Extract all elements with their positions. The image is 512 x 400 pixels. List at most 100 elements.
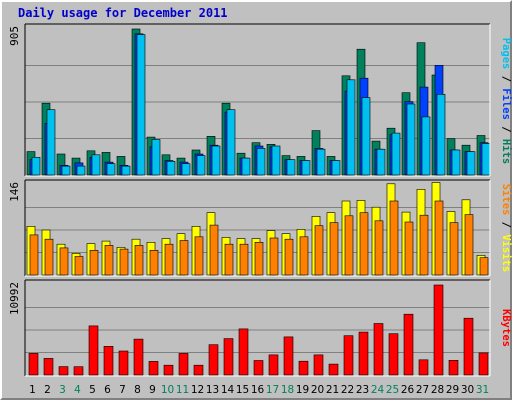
bar-pages-day-4 bbox=[76, 165, 86, 176]
bar-sites-day-10 bbox=[164, 243, 174, 276]
bar-kbytes-day-29 bbox=[448, 359, 459, 376]
x-tick-label-day-10: 10 bbox=[161, 384, 174, 396]
bar-pages-day-27 bbox=[421, 116, 431, 176]
bar-kbytes-day-10 bbox=[163, 364, 174, 376]
bar-pages-day-23 bbox=[361, 97, 371, 176]
x-tick-label-day-28: 28 bbox=[431, 384, 444, 396]
legend-entry: / bbox=[500, 215, 512, 234]
bar-sites-day-31 bbox=[479, 257, 489, 276]
bar-sites-day-5 bbox=[89, 250, 99, 276]
x-tick-label-day-8: 8 bbox=[134, 384, 141, 396]
bar-sites-day-15 bbox=[239, 243, 249, 276]
bar-sites-day-6 bbox=[104, 245, 114, 276]
x-tick-label-day-5: 5 bbox=[89, 384, 96, 396]
bar-pages-day-5 bbox=[91, 154, 101, 176]
bar-kbytes-day-26 bbox=[403, 313, 414, 376]
bar-kbytes-day-28 bbox=[433, 284, 444, 376]
x-tick-label-day-2: 2 bbox=[44, 384, 51, 396]
bar-pages-day-30 bbox=[466, 151, 476, 176]
bar-sites-day-26 bbox=[404, 221, 414, 276]
bar-sites-day-21 bbox=[329, 222, 339, 276]
x-tick-label-day-4: 4 bbox=[74, 384, 81, 396]
bar-sites-day-24 bbox=[374, 220, 384, 276]
bar-pages-day-16 bbox=[256, 148, 266, 176]
bar-sites-day-28 bbox=[434, 200, 444, 276]
bar-kbytes-day-23 bbox=[358, 331, 369, 376]
panel-top-max-label: 905 bbox=[8, 26, 21, 46]
bar-kbytes-day-5 bbox=[88, 325, 99, 376]
bar-kbytes-day-27 bbox=[418, 359, 429, 376]
x-tick-label-day-17: 17 bbox=[266, 384, 279, 396]
x-tick-label-day-18: 18 bbox=[281, 384, 294, 396]
x-tick-label-day-9: 9 bbox=[149, 384, 156, 396]
bar-sites-day-19 bbox=[299, 236, 309, 276]
legend-entry: KBytes bbox=[500, 309, 512, 347]
panel-middle-legend: Sites / Visits bbox=[500, 184, 512, 273]
x-tick-label-day-11: 11 bbox=[176, 384, 189, 396]
bar-pages-day-24 bbox=[376, 148, 386, 176]
bar-kbytes-day-7 bbox=[118, 350, 129, 376]
legend-entry: Sites bbox=[500, 184, 512, 216]
x-tick-label-day-13: 13 bbox=[206, 384, 219, 396]
bar-kbytes-day-17 bbox=[268, 354, 279, 376]
bar-kbytes-day-2 bbox=[43, 358, 54, 376]
bar-pages-day-20 bbox=[316, 148, 326, 176]
bar-sites-day-25 bbox=[389, 200, 399, 276]
x-tick-label-day-7: 7 bbox=[119, 384, 126, 396]
bar-kbytes-day-19 bbox=[298, 360, 309, 376]
bar-pages-day-28 bbox=[436, 94, 446, 176]
bar-kbytes-day-22 bbox=[343, 335, 354, 376]
bar-pages-day-21 bbox=[331, 160, 341, 176]
x-tick-label-day-22: 22 bbox=[341, 384, 354, 396]
x-tick-label-day-15: 15 bbox=[236, 384, 249, 396]
bar-pages-day-6 bbox=[106, 163, 116, 176]
bar-sites-day-9 bbox=[149, 250, 159, 276]
bar-sites-day-12 bbox=[194, 236, 204, 276]
x-tick-label-day-16: 16 bbox=[251, 384, 265, 396]
bar-pages-day-2 bbox=[46, 109, 56, 176]
bar-kbytes-day-4 bbox=[73, 366, 84, 376]
bar-pages-day-15 bbox=[241, 157, 251, 176]
bar-sites-day-13 bbox=[209, 224, 219, 276]
x-tick-label-day-26: 26 bbox=[401, 384, 415, 396]
bar-kbytes-day-9 bbox=[148, 361, 159, 376]
bar-sites-day-16 bbox=[254, 242, 264, 276]
bar-kbytes-day-20 bbox=[313, 354, 324, 376]
bar-sites-day-11 bbox=[179, 240, 189, 276]
bar-sites-day-3 bbox=[59, 247, 69, 276]
bar-kbytes-day-16 bbox=[253, 360, 264, 376]
x-tick-label-day-6: 6 bbox=[104, 384, 111, 396]
x-tick-label-day-25: 25 bbox=[386, 384, 399, 396]
bar-pages-day-12 bbox=[196, 155, 206, 176]
bar-sites-day-17 bbox=[269, 237, 279, 276]
bar-pages-day-14 bbox=[226, 109, 236, 176]
bar-sites-day-14 bbox=[224, 243, 234, 276]
x-tick-label-day-19: 19 bbox=[296, 384, 309, 396]
x-tick-label-day-12: 12 bbox=[191, 384, 204, 396]
bar-pages-day-7 bbox=[121, 165, 131, 176]
panel-top-legend: Pages / Files / Hits bbox=[500, 38, 512, 164]
bar-sites-day-8 bbox=[134, 245, 144, 276]
bar-pages-day-29 bbox=[451, 149, 461, 176]
panel-bottom-max-label: 10992 bbox=[8, 282, 21, 315]
bar-kbytes-day-13 bbox=[208, 344, 219, 376]
x-tick-label-day-24: 24 bbox=[371, 384, 385, 396]
bar-sites-day-18 bbox=[284, 238, 294, 276]
x-tick-label-day-21: 21 bbox=[326, 384, 339, 396]
bar-kbytes-day-11 bbox=[178, 353, 189, 376]
bar-sites-day-1 bbox=[29, 234, 39, 276]
bar-pages-day-10 bbox=[166, 161, 176, 176]
bar-sites-day-22 bbox=[344, 215, 354, 276]
bar-pages-day-13 bbox=[211, 145, 221, 176]
x-tick-label-day-29: 29 bbox=[446, 384, 459, 396]
bar-pages-day-3 bbox=[61, 165, 71, 176]
x-tick-label-day-23: 23 bbox=[356, 384, 369, 396]
bar-kbytes-day-21 bbox=[328, 363, 339, 376]
legend-entry: Pages bbox=[500, 38, 512, 70]
bar-pages-day-17 bbox=[271, 145, 281, 176]
bar-kbytes-day-8 bbox=[133, 338, 144, 376]
legend-entry: / bbox=[500, 69, 512, 88]
bar-pages-day-22 bbox=[346, 79, 356, 176]
x-tick-label-day-1: 1 bbox=[29, 384, 36, 396]
bar-sites-day-29 bbox=[449, 222, 459, 276]
